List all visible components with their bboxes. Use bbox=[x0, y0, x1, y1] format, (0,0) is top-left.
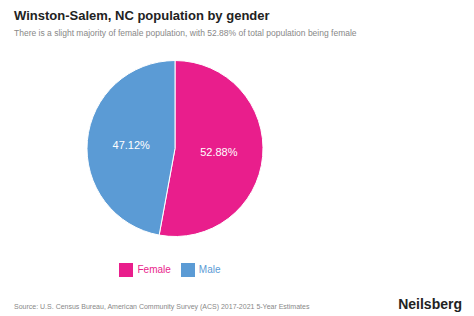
svg-text:52.88%: 52.88% bbox=[200, 146, 238, 158]
html-text:Male: Male bbox=[198, 263, 221, 275]
html-text:There is a slight majority of: There is a slight majority of female pop… bbox=[14, 28, 357, 38]
html-text:Female: Female bbox=[137, 263, 171, 275]
svg-text:47.12%: 47.12% bbox=[113, 139, 151, 151]
html-text:Neilsberg: Neilsberg bbox=[398, 296, 462, 312]
html-text:Source: U.S. Census Bureau, Am: Source: U.S. Census Bureau, American Com… bbox=[14, 303, 310, 310]
html-text:Winston-Salem, NC population b: Winston-Salem, NC population by gender bbox=[14, 8, 270, 23]
